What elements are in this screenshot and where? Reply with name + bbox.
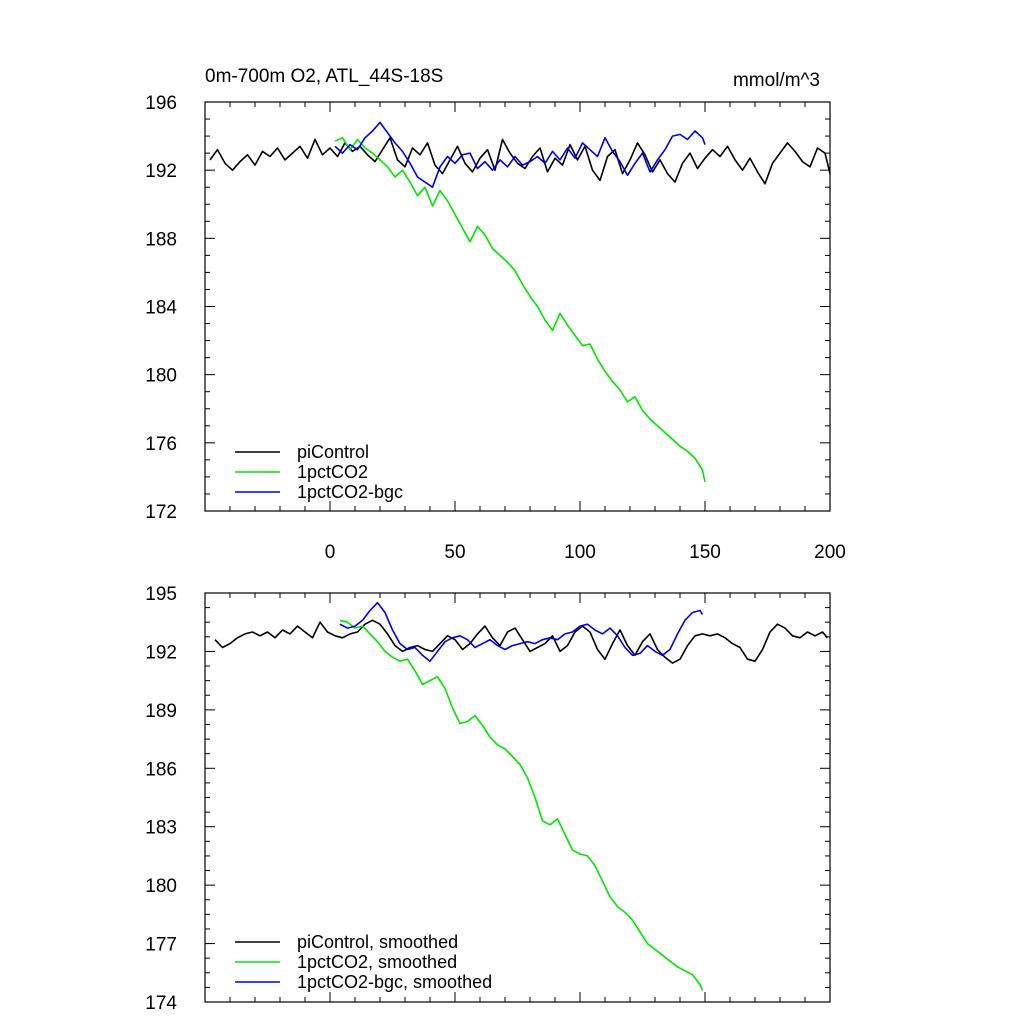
x-tick-label: 200 bbox=[814, 542, 846, 563]
y-tick-label: 188 bbox=[145, 229, 177, 250]
y-tick-label: 186 bbox=[145, 759, 177, 780]
series-line-0 bbox=[209, 137, 831, 185]
y-tick-label: 176 bbox=[145, 434, 177, 455]
y-tick-label: 192 bbox=[145, 161, 177, 182]
y-tick-label: 180 bbox=[145, 366, 177, 387]
chart-title: 0m-700m O2, ATL_44S-18S bbox=[205, 66, 443, 87]
x-tick-label: 0 bbox=[325, 542, 336, 563]
series-line-1 bbox=[339, 619, 704, 991]
series-line-2 bbox=[339, 601, 704, 663]
legend-label: 1pctCO2 bbox=[297, 462, 368, 482]
legend-label: 1pctCO2-bgc bbox=[297, 482, 403, 502]
x-tick-label: 100 bbox=[564, 542, 596, 563]
y-tick-label: 192 bbox=[145, 642, 177, 663]
legend-label: piControl bbox=[297, 442, 369, 462]
y-tick-label: 196 bbox=[145, 93, 177, 114]
y-tick-label: 195 bbox=[145, 584, 177, 605]
y-tick-label: 183 bbox=[145, 818, 177, 839]
x-tick-label: 50 bbox=[444, 542, 465, 563]
y-tick-label: 172 bbox=[145, 502, 177, 523]
legend-label: piControl, smoothed bbox=[297, 932, 458, 952]
series-line-2 bbox=[334, 121, 706, 188]
x-tick-label: 150 bbox=[689, 542, 721, 563]
series-line-1 bbox=[334, 137, 706, 483]
y-tick-label: 189 bbox=[145, 701, 177, 722]
legend-label: 1pctCO2-bgc, smoothed bbox=[297, 972, 492, 992]
y-tick-label: 177 bbox=[145, 935, 177, 956]
bottom-panel: 174 177 180 183 186 189 192 195 piControl, smoot… bbox=[145, 584, 831, 1014]
y-tick-label: 184 bbox=[145, 298, 177, 319]
series-line-0 bbox=[214, 619, 829, 664]
y-tick-label: 180 bbox=[145, 876, 177, 897]
y-tick-label: 174 bbox=[145, 993, 177, 1014]
units-label: mmol/m^3 bbox=[733, 70, 820, 91]
top-panel: 0 50 100 150 200 172 176 180 184 188 192 196 piContr… bbox=[145, 93, 846, 563]
legend-label: 1pctCO2, smoothed bbox=[297, 952, 457, 972]
